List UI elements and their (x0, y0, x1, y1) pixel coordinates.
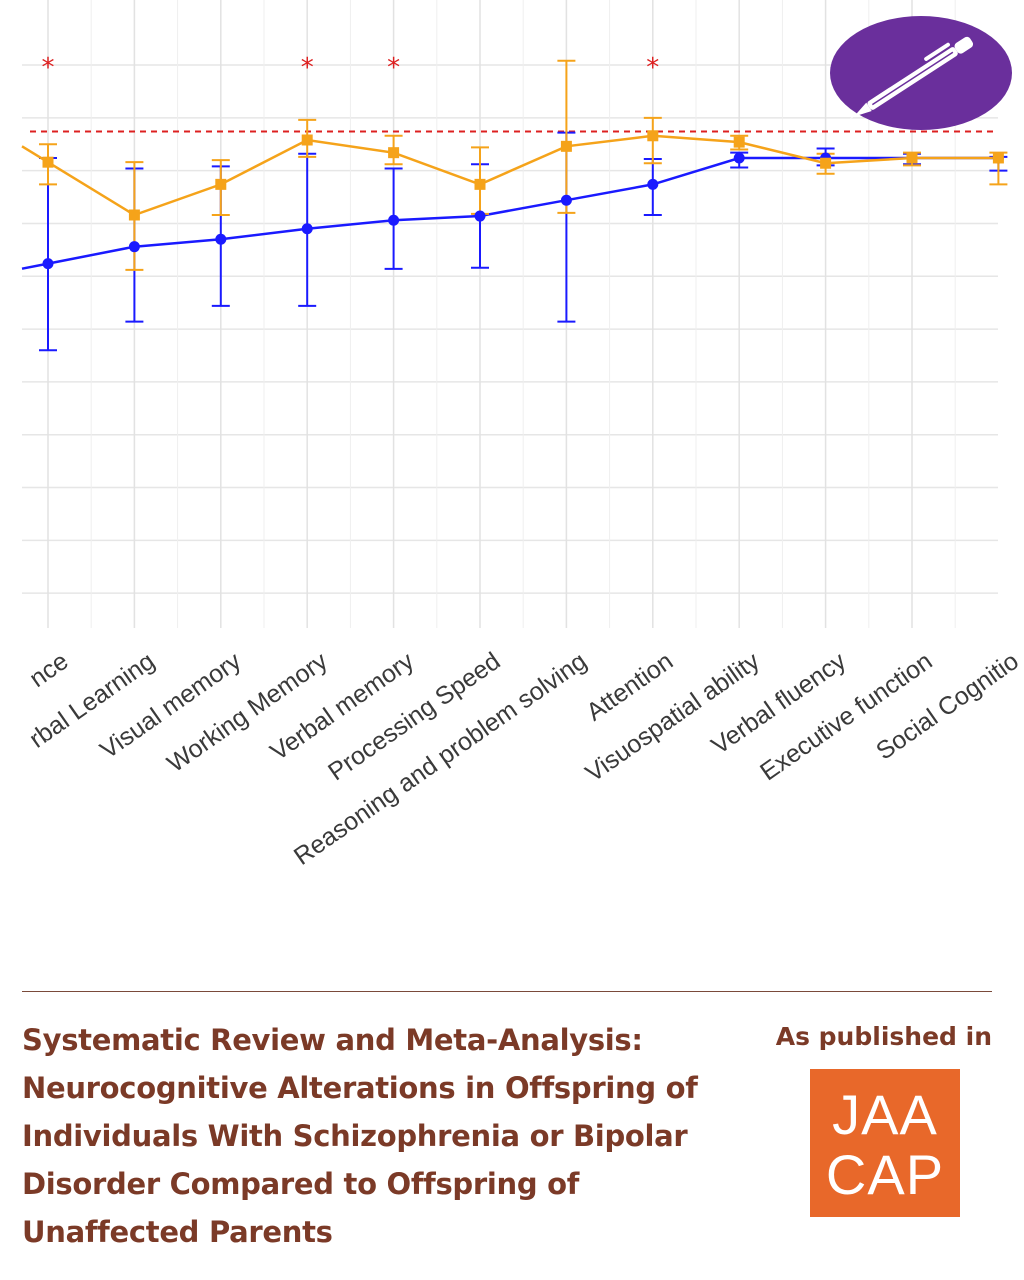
published-in-label: As published in (775, 1022, 992, 1051)
significance-marker: * (301, 53, 314, 83)
data-point (733, 152, 745, 164)
data-point (42, 156, 54, 168)
data-point (647, 178, 659, 190)
data-point (560, 194, 572, 206)
data-point (42, 258, 54, 270)
data-point (560, 140, 572, 152)
data-point (388, 214, 400, 226)
article-title: Systematic Review and Meta-Analysis: Neu… (22, 1023, 698, 1249)
chart-area: * * * * nce rbal Learning Visual memory Working… (21, 0, 1024, 871)
data-point (215, 233, 227, 245)
x-tick-label: Social Cognitio (871, 647, 1024, 766)
significance-marker: * (387, 53, 400, 83)
data-point (992, 152, 1004, 164)
x-tick-label: Verbal memory (265, 647, 419, 767)
data-point (128, 241, 140, 253)
x-tick-label: nce (24, 647, 73, 693)
data-point (215, 178, 227, 190)
data-point (733, 136, 745, 148)
significance-marker: * (42, 53, 55, 83)
journal-logo-line-1: JAA (832, 1083, 938, 1146)
series-line-2 (21, 134, 1000, 217)
data-point (906, 152, 918, 164)
pen-icon (848, 36, 974, 120)
data-point (301, 223, 313, 235)
pen-badge (830, 16, 1012, 130)
significance-marker: * (646, 53, 659, 83)
journal-logo: JAA CAP (810, 1069, 960, 1217)
data-point (388, 147, 400, 159)
data-point (128, 209, 140, 221)
data-point (474, 210, 486, 222)
journal-logo-line-2: CAP (825, 1143, 945, 1206)
series-line-1 (21, 156, 1000, 270)
data-point (301, 134, 313, 146)
data-point (647, 130, 659, 142)
data-point (820, 157, 832, 169)
data-point (474, 178, 486, 190)
footer-divider (22, 991, 992, 992)
x-tick-label: Working Memory (162, 647, 333, 778)
